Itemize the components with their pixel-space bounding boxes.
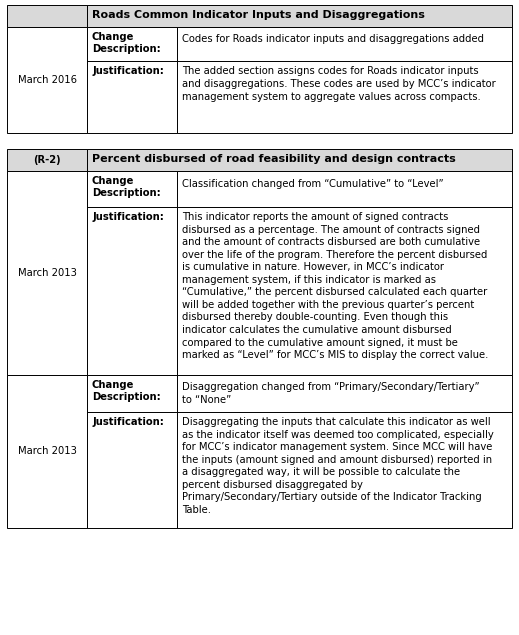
Text: Disaggregation changed from “Primary/Secondary/Tertiary”
to “None”: Disaggregation changed from “Primary/Sec…	[182, 382, 480, 404]
Bar	[87, 375, 177, 412]
Bar	[7, 5, 87, 27]
Bar	[87, 412, 177, 528]
Text: Percent disbursed of road feasibility and design contracts: Percent disbursed of road feasibility an…	[92, 154, 456, 164]
Bar	[87, 207, 177, 375]
Text: Justification:: Justification:	[92, 212, 164, 222]
Bar	[177, 412, 512, 528]
Bar	[87, 149, 512, 171]
Bar	[7, 375, 87, 528]
Text: Roads Common Indicator Inputs and Disaggregations: Roads Common Indicator Inputs and Disagg…	[92, 10, 425, 20]
Text: March 2013: March 2013	[18, 268, 76, 278]
Text: Change
Description:: Change Description:	[92, 32, 161, 54]
Bar	[87, 27, 177, 61]
Text: March 2013: March 2013	[18, 446, 76, 457]
Bar	[177, 171, 512, 207]
Bar	[87, 5, 512, 27]
Text: Justification:: Justification:	[92, 66, 164, 76]
Text: Classification changed from “Cumulative” to “Level”: Classification changed from “Cumulative”…	[182, 179, 444, 189]
Bar	[177, 207, 512, 375]
Bar	[177, 375, 512, 412]
Text: This indicator reports the amount of signed contracts
disbursed as a percentage.: This indicator reports the amount of sig…	[182, 212, 488, 360]
Text: Justification:: Justification:	[92, 417, 164, 427]
Text: Change
Description:: Change Description:	[92, 176, 161, 198]
Bar	[87, 61, 177, 133]
Text: (R-2): (R-2)	[33, 155, 61, 165]
Bar	[7, 171, 87, 375]
Bar	[177, 27, 512, 61]
Text: Change
Description:: Change Description:	[92, 380, 161, 402]
Bar	[177, 61, 512, 133]
Text: The added section assigns codes for Roads indicator inputs
and disaggregations. : The added section assigns codes for Road…	[182, 66, 496, 102]
Text: Disaggregating the inputs that calculate this indicator as well
as the indicator: Disaggregating the inputs that calculate…	[182, 417, 494, 515]
Bar	[7, 27, 87, 133]
Text: March 2016: March 2016	[18, 75, 76, 85]
Bar	[87, 171, 177, 207]
Bar	[7, 149, 87, 171]
Text: Codes for Roads indicator inputs and disaggregations added: Codes for Roads indicator inputs and dis…	[182, 34, 484, 44]
